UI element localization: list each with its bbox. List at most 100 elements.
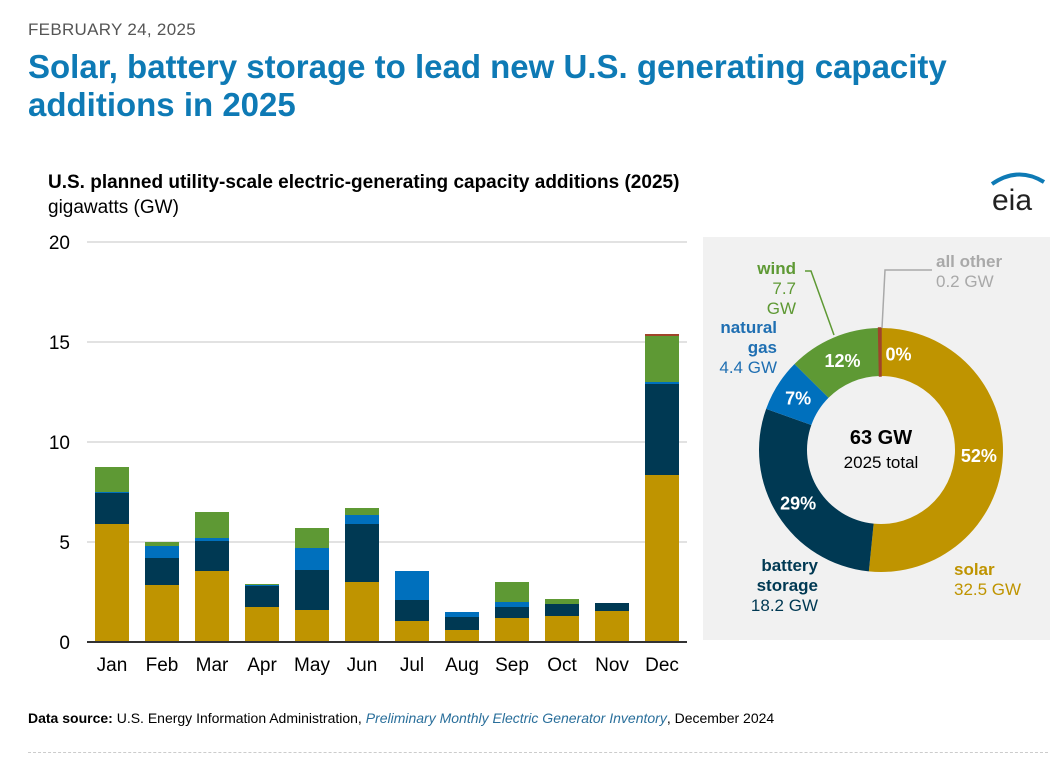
bar-wind [95,467,129,492]
bar-solar [95,524,129,642]
battery-label: battery storage 18.2 GW [718,556,818,616]
y-tick-label: 20 [49,233,70,254]
bar-battery [495,607,529,618]
wind-name: wind [757,259,796,278]
bar-battery [645,384,679,475]
y-tick-label: 10 [49,433,70,454]
bar-solar [145,585,179,642]
donut-pct-label: 7% [785,389,811,409]
bar-gas [445,612,479,617]
bar-battery [545,604,579,616]
bar-gas [245,585,279,586]
bar-solar [595,611,629,642]
bar-battery [595,603,629,611]
bar-other [645,334,679,336]
solar-value: 32.5 GW [954,580,1022,599]
bar-gas [145,546,179,558]
date: FEBRUARY 24, 2025 [28,20,196,39]
donut-pct-label: 52% [961,446,997,466]
bar-gas [295,548,329,570]
bar-battery [195,541,229,571]
source-date: , December 2024 [666,710,775,726]
x-tick-label: Mar [196,655,229,676]
other-leader-line [881,269,932,329]
bar-solar [545,616,579,642]
y-axis-label: gigawatts (GW) [48,197,179,218]
donut-slice-all-other [877,327,882,377]
bar-gas [95,492,129,493]
bar-gas [645,382,679,384]
bar-solar [195,571,229,642]
x-tick-label: Apr [247,655,277,676]
bar-wind [245,584,279,585]
bar-solar [395,621,429,642]
donut-slice-solar [868,328,1003,572]
other-value: 0.2 GW [936,272,994,291]
y-tick-label: 15 [49,333,70,354]
gas-name: natural gas [720,318,777,357]
x-tick-label: Jun [347,655,378,676]
eia-logo: eia [988,170,1048,217]
x-tick-label: Oct [547,655,577,676]
bar-battery [95,493,129,524]
donut-center-value: 63 GW [849,427,913,449]
y-tick-label: 0 [59,633,70,654]
wind-label: wind 7.7 GW [748,259,796,319]
source-text: U.S. Energy Information Administration, [112,710,366,726]
bar-wind [545,599,579,604]
x-tick-label: May [294,655,330,676]
battery-name: battery storage [756,556,818,595]
chart-title: U.S. planned utility-scale electric-gene… [48,172,680,193]
other-label: all other 0.2 GW [936,252,1002,292]
wind-leader-line [805,270,835,336]
x-tick-label: Sep [495,655,529,676]
page-title: Solar, battery storage to lead new U.S. … [28,48,947,123]
gas-label: natural gas 4.4 GW [700,318,777,378]
bar-solar [245,607,279,642]
bar-battery [245,586,279,607]
x-tick-label: Feb [146,655,179,676]
x-tick-label: Aug [445,655,479,676]
bar-wind [645,336,679,382]
bar-wind [195,512,229,538]
donut-slice-wind [794,328,880,398]
bar-wind [145,542,179,546]
bar-solar [295,610,329,642]
bar-wind [345,508,379,515]
bar-wind [495,582,529,602]
donut-pct-label: 0% [886,345,912,365]
battery-value: 18.2 GW [750,596,818,615]
solar-label: solar 32.5 GW [954,560,1021,600]
bar-battery [345,524,379,582]
gas-value: 4.4 GW [719,358,777,377]
bar-gas [495,602,529,607]
donut-slice-battery-storage [759,408,874,572]
bar-battery [145,558,179,585]
other-name: all other [936,252,1003,271]
x-tick-label: Jul [400,655,424,676]
bar-solar [645,475,679,642]
divider [28,752,1048,753]
bar-solar [345,582,379,642]
svg-text:eia: eia [992,184,1032,214]
bar-gas [395,571,429,600]
bar-battery [445,617,479,630]
bar-gas [345,515,379,524]
bar-battery [395,600,429,621]
solar-name: solar [954,560,995,579]
bar-solar [495,618,529,642]
x-tick-label: Nov [595,655,629,676]
bar-battery [295,570,329,610]
donut-slice-natural-gas [766,363,829,426]
donut-center-label: 2025 total [843,453,919,472]
donut-pct-label: 12% [824,351,860,371]
y-tick-label: 5 [59,533,70,554]
x-tick-label: Dec [645,655,679,676]
data-source: Data source: U.S. Energy Information Adm… [28,710,774,726]
wind-value: 7.7 GW [766,279,796,318]
source-link[interactable]: Preliminary Monthly Electric Generator I… [365,710,667,726]
bar-wind [295,528,329,548]
bar-gas [195,538,229,541]
source-label: Data source: [28,710,113,726]
